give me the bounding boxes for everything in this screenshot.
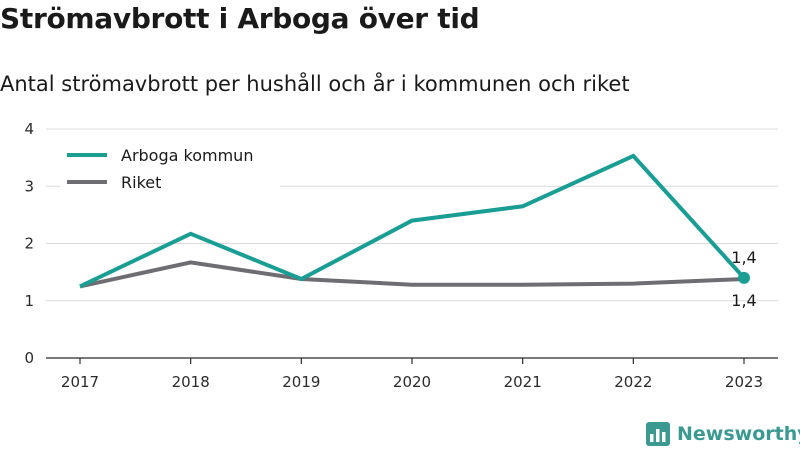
chart-subtitle: Antal strömavbrott per hushåll och år i … [0,72,630,96]
end-data-label-2: 1,4 [731,291,756,310]
y-tick-label-2: 2 [24,235,34,253]
x-tick-label-2023: 2023 [725,373,763,391]
chart-title: Strömavbrott i Arboga över tid [0,2,480,35]
legend-label-2: Riket [121,173,161,192]
end-data-label-1: 1,4 [731,248,756,267]
brand-name: Newsworthy [677,423,800,445]
y-tick-label-0: 0 [24,349,34,367]
y-tick-label-1: 1 [24,292,34,310]
gridlines [46,128,778,302]
newsworthy-logo: Newsworthy [645,421,800,447]
series-line-1 [79,153,746,289]
x-tick-label-2017: 2017 [61,373,99,391]
x-tick-label-2021: 2021 [504,373,542,391]
x-tick-label-2022: 2022 [614,373,652,391]
legend: Arboga kommun Riket [60,140,280,192]
x-tick-label-2019: 2019 [282,373,320,391]
y-tick-label-4: 4 [24,120,34,138]
x-axis-ticks: 2017 2018 2019 2020 2021 2022 2023 [61,358,763,391]
x-tick-label-2018: 2018 [172,373,210,391]
end-point-marker-1 [738,271,750,284]
x-tick-label-2020: 2020 [393,373,431,391]
series-line-2 [79,260,745,289]
y-tick-label-3: 3 [24,177,34,195]
series-lines [79,153,746,289]
data-labels: 1,4 1,4 [731,248,756,310]
y-axis-ticks: 0 1 2 3 4 [24,120,34,367]
bar-chart-logo-icon [646,422,670,446]
legend-label-1: Arboga kommun [121,146,253,165]
